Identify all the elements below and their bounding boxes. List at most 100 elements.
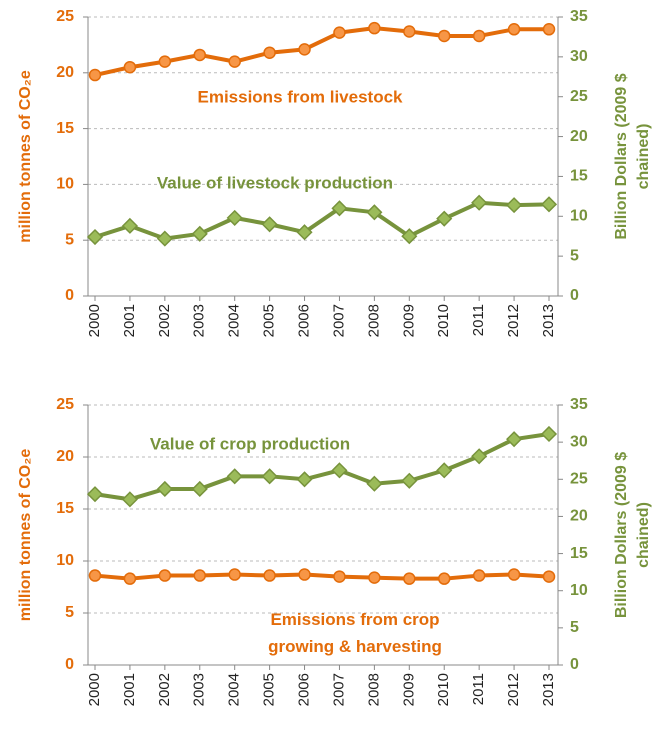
- marker: [88, 569, 102, 582]
- marker: [296, 471, 313, 488]
- marker: [472, 29, 486, 43]
- x-tick-label: 2009: [400, 304, 417, 337]
- marker: [472, 569, 486, 582]
- marker: [158, 55, 172, 68]
- y2-axis-title: chained): [635, 502, 652, 568]
- x-tick-label: 2011: [470, 304, 487, 336]
- marker: [191, 225, 208, 242]
- y2-tick-label: 25: [570, 88, 588, 105]
- marker: [436, 210, 453, 227]
- x-tick-label: 2004: [226, 304, 243, 337]
- marker: [331, 462, 348, 479]
- x-tick-label: 2003: [191, 304, 208, 337]
- x-tick-label: 2001: [121, 304, 138, 337]
- series-label: Value of livestock production: [156, 173, 394, 193]
- marker: [261, 468, 278, 485]
- marker: [123, 572, 137, 585]
- marker: [401, 472, 418, 489]
- marker: [86, 486, 104, 503]
- marker: [298, 568, 311, 581]
- series-label: Emissions from livestock: [197, 87, 403, 107]
- marker: [333, 26, 346, 39]
- x-tick-label: 2009: [400, 673, 417, 706]
- y2-tick-label: 0: [570, 656, 579, 673]
- x-tick-label: 2004: [226, 673, 243, 706]
- x-tick-label: 2000: [86, 304, 103, 337]
- y2-tick-label: 5: [570, 247, 579, 264]
- y2-tick-label: 10: [570, 208, 588, 225]
- y-tick-label: 20: [56, 64, 74, 81]
- marker: [331, 200, 348, 217]
- marker: [471, 194, 488, 211]
- x-tick-label: 2010: [435, 304, 452, 337]
- x-tick-label: 2003: [191, 673, 208, 706]
- marker: [193, 569, 207, 582]
- x-tick-label: 2005: [261, 304, 278, 337]
- series-label: Emissions from crop growing & harvesting: [268, 610, 442, 656]
- marker: [156, 480, 173, 498]
- series-label: Value of crop production: [149, 434, 351, 454]
- y-tick-label: 15: [56, 500, 74, 517]
- y-tick-label: 10: [56, 176, 74, 193]
- marker: [226, 468, 243, 485]
- x-tick-label: 2012: [505, 304, 522, 337]
- marker: [368, 571, 381, 584]
- y2-tick-label: 10: [570, 582, 588, 599]
- marker: [437, 29, 451, 43]
- x-tick-label: 2012: [505, 673, 522, 706]
- marker: [88, 68, 102, 82]
- y-axis-title: million tonnes of CO₂e: [17, 70, 34, 243]
- marker: [86, 228, 104, 246]
- marker: [296, 224, 313, 241]
- x-tick-label: 2013: [540, 673, 557, 706]
- y2-tick-label: 20: [570, 508, 588, 525]
- x-tick-label: 2005: [261, 673, 278, 706]
- y2-tick-label: 25: [570, 471, 588, 488]
- marker: [403, 25, 416, 38]
- marker: [298, 43, 311, 56]
- marker: [540, 196, 558, 213]
- marker: [123, 60, 137, 74]
- marker: [228, 55, 241, 68]
- x-tick-label: 2001: [121, 673, 138, 706]
- x-tick-label: 2002: [156, 304, 173, 337]
- y-tick-label: 0: [65, 287, 74, 304]
- marker: [158, 569, 172, 582]
- marker: [507, 568, 521, 581]
- marker: [193, 48, 207, 62]
- x-tick-label: 2008: [365, 304, 382, 337]
- marker: [506, 431, 523, 448]
- marker: [333, 570, 346, 583]
- marker: [437, 572, 451, 585]
- y-tick-label: 25: [56, 396, 74, 413]
- marker: [542, 570, 556, 583]
- marker: [121, 217, 138, 234]
- y2-tick-label: 15: [570, 545, 588, 562]
- marker: [436, 462, 453, 479]
- y2-axis-title: Billion Dollars (2009 $: [613, 73, 630, 239]
- y2-axis-title: chained): [635, 124, 652, 190]
- x-tick-label: 2007: [330, 304, 347, 337]
- marker: [263, 569, 276, 582]
- marker: [156, 230, 173, 247]
- y-tick-label: 20: [56, 448, 74, 465]
- marker: [540, 425, 558, 443]
- y2-tick-label: 35: [570, 8, 588, 25]
- y-axis-title: million tonnes of CO₂e: [17, 449, 34, 622]
- x-tick-label: 2008: [365, 673, 382, 706]
- y2-tick-label: 15: [570, 168, 588, 185]
- marker: [226, 209, 243, 226]
- marker: [368, 21, 381, 35]
- marker: [507, 23, 521, 36]
- marker: [506, 197, 523, 214]
- y2-tick-label: 30: [570, 433, 588, 450]
- marker: [228, 568, 241, 581]
- y2-tick-label: 0: [570, 287, 579, 304]
- y2-axis-title: Billion Dollars (2009 $: [613, 452, 630, 618]
- y2-tick-label: 35: [570, 396, 588, 413]
- y-tick-label: 25: [56, 8, 74, 25]
- marker: [263, 46, 276, 59]
- x-tick-label: 2002: [156, 673, 173, 706]
